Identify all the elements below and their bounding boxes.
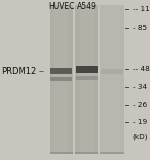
Text: - 26: - 26 [133,102,147,108]
Bar [100,152,124,154]
Text: - 34: - 34 [133,84,147,90]
Bar [50,77,72,81]
Text: (kD): (kD) [133,134,148,140]
Bar [75,5,98,154]
Bar [76,76,98,80]
Text: -- 48: -- 48 [133,66,150,72]
Bar [80,5,94,154]
Bar [105,5,119,154]
Text: PRDM12: PRDM12 [2,67,37,76]
Bar [50,5,73,154]
Bar [100,5,124,154]
Bar [50,152,73,154]
Bar [76,66,98,73]
Text: - 19: - 19 [133,119,147,125]
Text: --: -- [38,67,44,76]
Text: HUVEC: HUVEC [48,2,74,11]
Text: - 85: - 85 [133,25,147,31]
Bar [54,5,68,154]
Text: -- 117: -- 117 [133,6,150,12]
Text: A549: A549 [77,2,97,11]
Bar [101,69,123,74]
Bar [75,152,98,154]
Bar [50,68,72,74]
